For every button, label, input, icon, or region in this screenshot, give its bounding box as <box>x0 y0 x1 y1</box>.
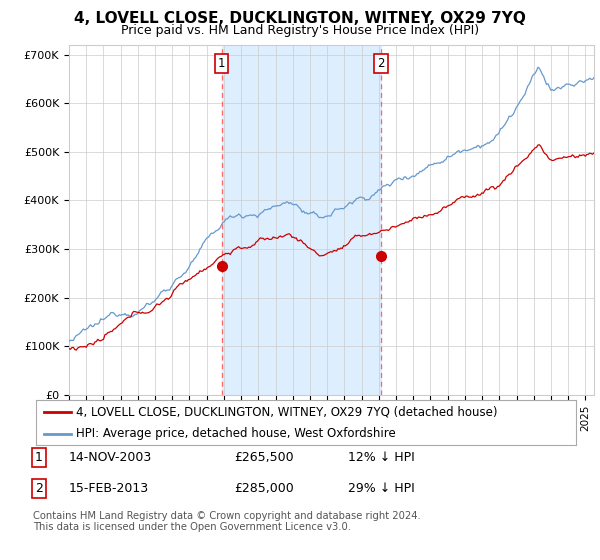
Text: 4, LOVELL CLOSE, DUCKLINGTON, WITNEY, OX29 7YQ (detached house): 4, LOVELL CLOSE, DUCKLINGTON, WITNEY, OX… <box>77 405 498 418</box>
Text: £285,000: £285,000 <box>234 482 294 495</box>
Text: HPI: Average price, detached house, West Oxfordshire: HPI: Average price, detached house, West… <box>77 427 396 441</box>
Bar <box>221 45 381 395</box>
Text: 4, LOVELL CLOSE, DUCKLINGTON, WITNEY, OX29 7YQ: 4, LOVELL CLOSE, DUCKLINGTON, WITNEY, OX… <box>74 11 526 26</box>
Text: £265,500: £265,500 <box>234 451 293 464</box>
Text: 29% ↓ HPI: 29% ↓ HPI <box>348 482 415 495</box>
Text: 15-FEB-2013: 15-FEB-2013 <box>69 482 149 495</box>
Text: 1: 1 <box>35 451 43 464</box>
Text: 12% ↓ HPI: 12% ↓ HPI <box>348 451 415 464</box>
Text: 14-NOV-2003: 14-NOV-2003 <box>69 451 152 464</box>
Text: 2: 2 <box>35 482 43 495</box>
Text: Price paid vs. HM Land Registry's House Price Index (HPI): Price paid vs. HM Land Registry's House … <box>121 24 479 36</box>
Text: 1: 1 <box>218 57 226 70</box>
Text: Contains HM Land Registry data © Crown copyright and database right 2024.
This d: Contains HM Land Registry data © Crown c… <box>33 511 421 533</box>
Text: 2: 2 <box>377 57 385 70</box>
